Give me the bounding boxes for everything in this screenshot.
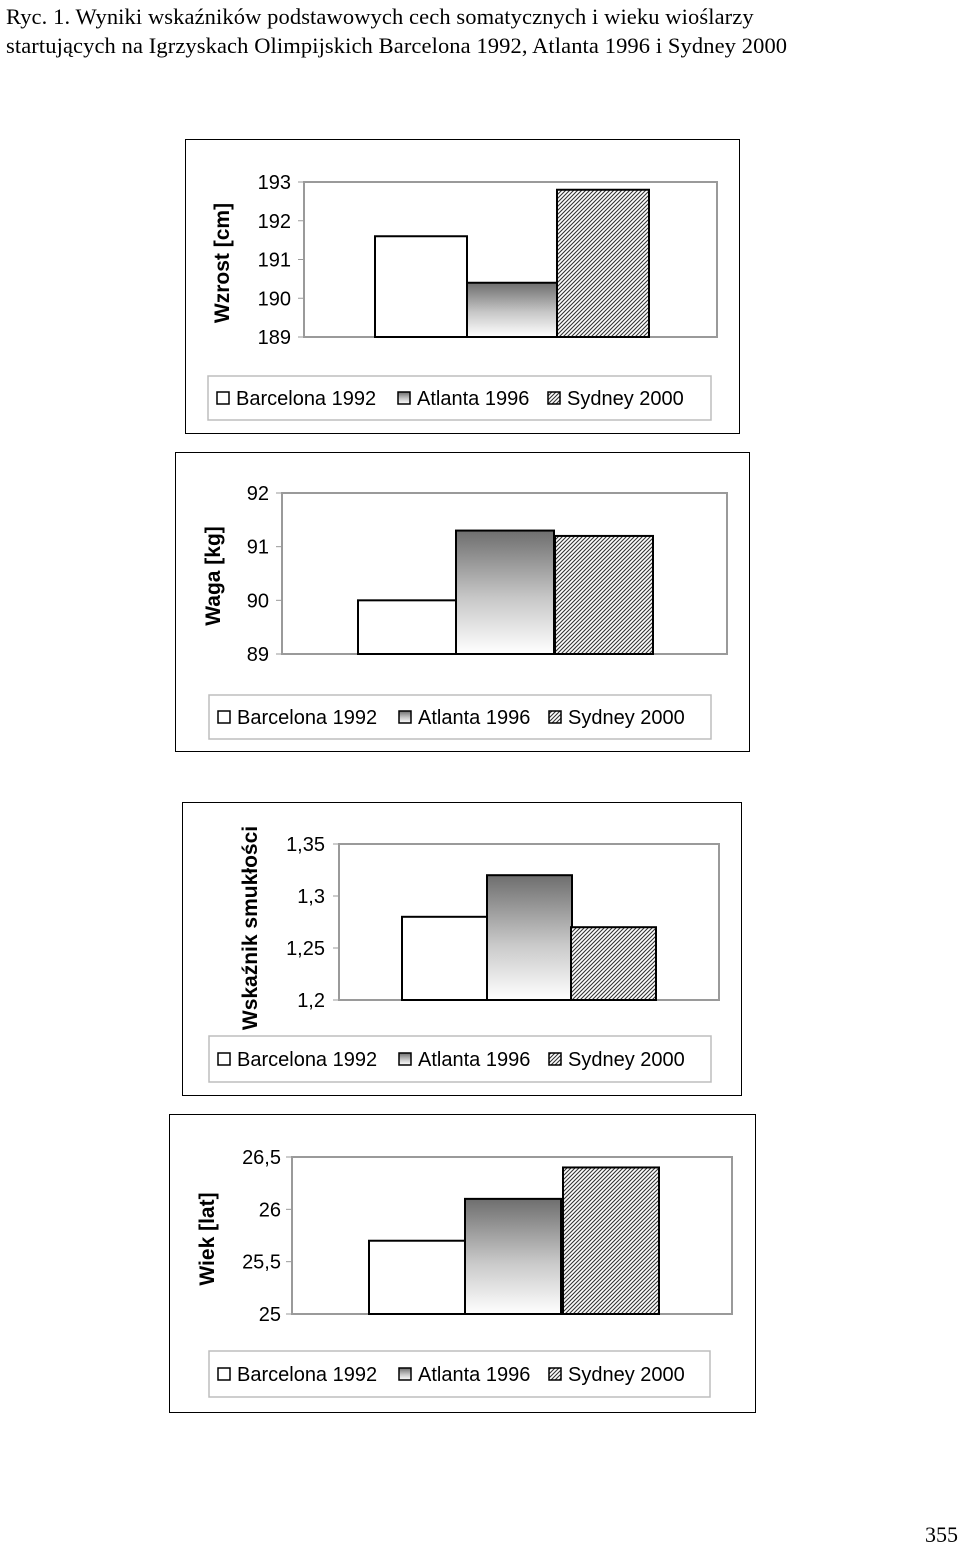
legend-swatch <box>548 710 562 724</box>
legend-swatch <box>548 1052 562 1066</box>
legend-swatch <box>398 710 412 724</box>
y-tick-label: 192 <box>258 211 291 233</box>
legend-box <box>208 1035 712 1083</box>
legend-swatch <box>216 391 230 405</box>
bar-sydney-2000 <box>554 534 654 655</box>
bar-sydney-2000 <box>562 1166 660 1316</box>
y-axis-title: Waga [kg] <box>202 526 225 626</box>
legend-swatch <box>217 1052 231 1066</box>
chart-weight: 89 90 91 92 Waga [kg] Barcelona 1992 Atlanta 1… <box>175 452 750 752</box>
figure-caption: Ryc. 1. Wyniki wskaźników podstawowych c… <box>6 2 956 60</box>
y-tick-label: 1,35 <box>286 834 325 856</box>
y-tick-label: 92 <box>247 483 269 505</box>
legend-swatch <box>548 1367 562 1381</box>
legend-label: Barcelona 1992 <box>237 707 377 729</box>
legend-label: Barcelona 1992 <box>236 388 376 410</box>
bar-sydney-2000 <box>556 188 650 338</box>
y-tick-label: 1,2 <box>297 990 325 1012</box>
y-tick-label: 25 <box>259 1304 281 1326</box>
y-axis-title: Wiek [lat] <box>196 1192 219 1285</box>
legend-label: Barcelona 1992 <box>237 1049 377 1071</box>
y-tick-label: 190 <box>258 288 291 310</box>
caption-line-2: startujących na Igrzyskach Olimpijskich … <box>6 33 788 58</box>
legend-label: Atlanta 1996 <box>417 388 529 410</box>
legend-label: Atlanta 1996 <box>418 1364 530 1386</box>
bar-barcelona-1992 <box>368 1239 466 1315</box>
y-tick-label: 1,25 <box>286 938 325 960</box>
y-tick-label: 91 <box>247 537 269 559</box>
bar-atlanta-1996 <box>466 281 560 338</box>
y-tick-label: 26 <box>259 1199 281 1221</box>
chart-height: 189 190 191 192 193 Wzrost [cm] Barcelona 1992… <box>185 139 740 434</box>
caption-line-1: Ryc. 1. Wyniki wskaźników podstawowych c… <box>6 4 754 29</box>
y-tick-label: 25,5 <box>242 1252 281 1274</box>
bar-atlanta-1996 <box>486 874 573 1001</box>
y-tick-label: 90 <box>247 590 269 612</box>
legend-label: Sydney 2000 <box>568 707 685 729</box>
chart-slenderness: 1,2 1,25 1,3 1,35 Wskaźnik smukłości Barcelon… <box>182 802 742 1096</box>
y-tick-label: 191 <box>258 250 291 272</box>
legend-swatch <box>397 391 411 405</box>
legend-box <box>207 375 712 421</box>
bar-barcelona-1992 <box>374 235 468 338</box>
y-axis-title: Wzrost [cm] <box>211 203 234 323</box>
legend-swatch <box>217 710 231 724</box>
bar-sydney-2000 <box>570 926 657 1001</box>
y-tick-label: 89 <box>247 644 269 666</box>
bar-barcelona-1992 <box>401 915 488 1001</box>
legend-swatch <box>398 1367 412 1381</box>
chart-age: 25 25,5 26 26,5 Wiek [lat] Barcelona 1992 Atla… <box>169 1114 756 1413</box>
legend-swatch <box>217 1367 231 1381</box>
y-tick-label: 193 <box>258 172 291 194</box>
y-tick-label: 189 <box>258 327 291 349</box>
y-tick-label: 1,3 <box>297 886 325 908</box>
legend-box <box>208 694 712 740</box>
legend-label: Sydney 2000 <box>567 388 684 410</box>
legend-label: Sydney 2000 <box>568 1049 685 1071</box>
y-tick-label: 26,5 <box>242 1147 281 1169</box>
y-axis-title: Wskaźnik smukłości <box>239 826 262 1030</box>
legend-label: Atlanta 1996 <box>418 1049 530 1071</box>
legend-swatch <box>398 1052 412 1066</box>
bar-barcelona-1992 <box>357 599 457 655</box>
page-number: 355 <box>925 1522 958 1547</box>
legend-box <box>208 1350 711 1398</box>
bar-atlanta-1996 <box>464 1197 562 1315</box>
legend-label: Barcelona 1992 <box>237 1364 377 1386</box>
bar-atlanta-1996 <box>455 529 555 655</box>
legend-swatch <box>547 391 561 405</box>
legend-label: Atlanta 1996 <box>418 707 530 729</box>
legend-label: Sydney 2000 <box>568 1364 685 1386</box>
